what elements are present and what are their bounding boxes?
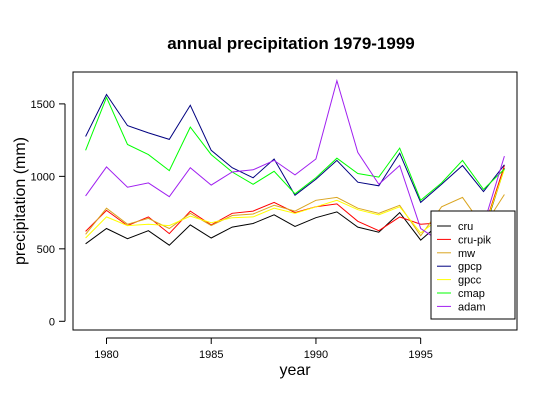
x-tick-label-1985: 1985: [199, 349, 223, 361]
x-tick-label-1990: 1990: [304, 349, 328, 361]
legend-box: [430, 210, 516, 320]
chart-title: annual precipitation 1979-1999: [167, 34, 415, 53]
x-tick-label-1980: 1980: [94, 349, 118, 361]
y-tick-label-0: 0: [49, 316, 55, 328]
series-line-gpcp: [85, 93, 505, 204]
legend-label-cru: cru: [458, 221, 473, 233]
y-tick-label-1500: 1500: [31, 99, 55, 111]
legend-label-adam: adam: [458, 301, 486, 313]
series-line-cmap: [85, 96, 505, 202]
legend-label-cmap: cmap: [458, 288, 485, 300]
legend-label-cru-pik: cru-pik: [458, 234, 492, 246]
legend-label-gpcc: gpcc: [458, 275, 482, 287]
legend-label-gpcp: gpcp: [458, 261, 482, 273]
axes: 1980 1985 1990 1995 0 500 1000 1500: [31, 99, 433, 361]
x-tick-label-1995: 1995: [408, 349, 432, 361]
x-axis-label: year: [279, 362, 311, 379]
y-tick-label-500: 500: [37, 244, 55, 256]
chart-marks: [85, 78, 505, 246]
plot-frame: [72, 71, 518, 331]
y-axis-label: precipitation (mm): [12, 137, 29, 265]
y-tick-label-1000: 1000: [31, 171, 55, 183]
legend-label-mw: mw: [458, 248, 475, 260]
